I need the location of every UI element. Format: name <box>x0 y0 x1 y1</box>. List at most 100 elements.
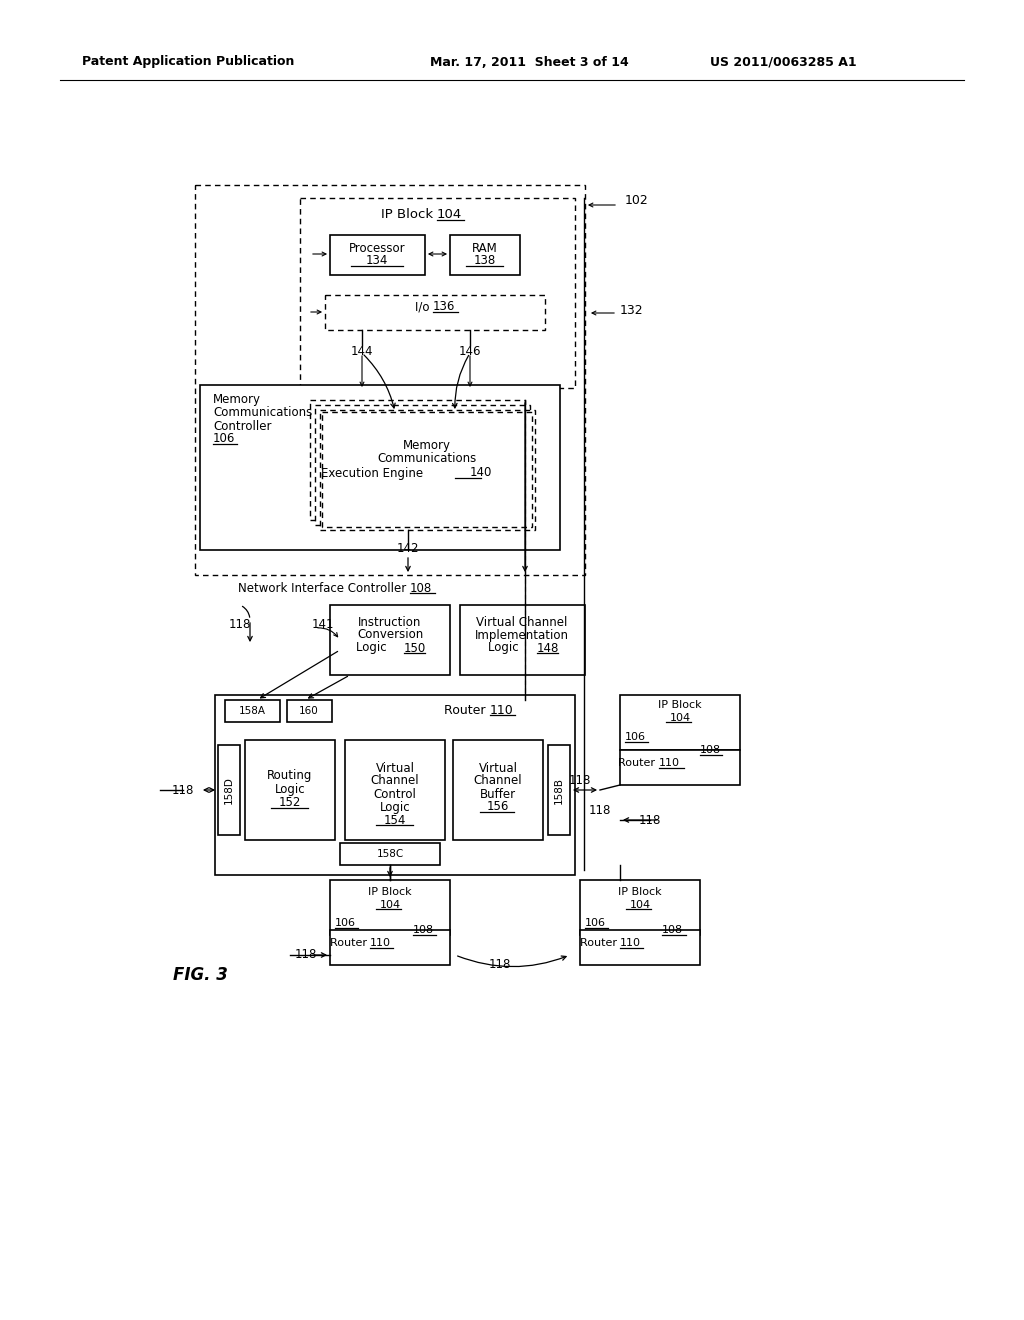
FancyBboxPatch shape <box>225 700 280 722</box>
Text: 118: 118 <box>295 949 317 961</box>
FancyBboxPatch shape <box>195 185 585 576</box>
Text: 104: 104 <box>670 713 690 723</box>
FancyBboxPatch shape <box>310 400 525 520</box>
Text: Patent Application Publication: Patent Application Publication <box>82 55 294 69</box>
Text: 118: 118 <box>488 958 511 972</box>
Text: 152: 152 <box>279 796 301 809</box>
Text: RAM: RAM <box>472 242 498 255</box>
FancyBboxPatch shape <box>340 843 440 865</box>
Text: 150: 150 <box>404 642 426 655</box>
Text: 154: 154 <box>384 813 407 826</box>
FancyBboxPatch shape <box>548 744 570 836</box>
FancyBboxPatch shape <box>330 931 450 965</box>
Text: Buffer: Buffer <box>480 788 516 800</box>
Text: Router: Router <box>580 939 620 948</box>
Text: Instruction: Instruction <box>358 615 422 628</box>
Text: 132: 132 <box>620 304 644 317</box>
Text: 110: 110 <box>620 939 641 948</box>
Text: 138: 138 <box>474 255 496 268</box>
Text: Communications: Communications <box>378 453 476 466</box>
Text: I/o: I/o <box>415 301 433 314</box>
Text: 158C: 158C <box>377 849 403 859</box>
Text: 104: 104 <box>437 209 462 222</box>
Text: 156: 156 <box>486 800 509 813</box>
FancyBboxPatch shape <box>325 294 545 330</box>
Text: 158B: 158B <box>554 776 564 804</box>
Text: 108: 108 <box>410 582 432 594</box>
Text: 108: 108 <box>413 925 434 935</box>
FancyBboxPatch shape <box>453 741 543 840</box>
Text: 108: 108 <box>700 744 721 755</box>
Text: 106: 106 <box>213 433 236 446</box>
Text: 118: 118 <box>228 619 251 631</box>
Text: Network Interface Controller: Network Interface Controller <box>238 582 410 594</box>
Text: Logic: Logic <box>487 642 522 655</box>
FancyBboxPatch shape <box>330 605 450 675</box>
Text: IP Block: IP Block <box>369 887 412 898</box>
Text: FIG. 3: FIG. 3 <box>173 966 227 983</box>
Text: 108: 108 <box>662 925 683 935</box>
Text: 106: 106 <box>585 917 606 928</box>
FancyBboxPatch shape <box>300 198 575 388</box>
FancyBboxPatch shape <box>620 696 740 750</box>
FancyBboxPatch shape <box>315 405 530 525</box>
Text: 136: 136 <box>433 301 456 314</box>
Text: IP Block: IP Block <box>381 209 437 222</box>
Text: IP Block: IP Block <box>658 700 701 710</box>
Text: Router: Router <box>444 704 490 717</box>
Text: 118: 118 <box>568 774 591 787</box>
Text: Router: Router <box>618 758 659 768</box>
FancyBboxPatch shape <box>287 700 332 722</box>
FancyBboxPatch shape <box>620 750 740 785</box>
Text: 118: 118 <box>172 784 195 796</box>
Text: IP Block: IP Block <box>618 887 662 898</box>
Text: 104: 104 <box>380 900 400 909</box>
Text: Channel: Channel <box>371 775 419 788</box>
Text: 158D: 158D <box>224 776 234 804</box>
Text: Conversion: Conversion <box>357 628 423 642</box>
Text: Logic: Logic <box>355 642 390 655</box>
Text: 104: 104 <box>630 900 650 909</box>
Text: 141: 141 <box>312 619 335 631</box>
FancyBboxPatch shape <box>322 412 532 527</box>
Text: US 2011/0063285 A1: US 2011/0063285 A1 <box>710 55 857 69</box>
Text: 118: 118 <box>589 804 611 817</box>
Text: Memory: Memory <box>213 393 261 407</box>
FancyBboxPatch shape <box>330 235 425 275</box>
Text: Logic: Logic <box>274 783 305 796</box>
Text: 110: 110 <box>659 758 680 768</box>
Text: 110: 110 <box>490 704 514 717</box>
Text: 110: 110 <box>370 939 391 948</box>
FancyBboxPatch shape <box>215 696 575 875</box>
Text: Channel: Channel <box>474 775 522 788</box>
Text: 160: 160 <box>299 706 318 715</box>
Text: 106: 106 <box>335 917 356 928</box>
Text: Processor: Processor <box>349 242 406 255</box>
Text: Logic: Logic <box>380 800 411 813</box>
Text: 134: 134 <box>366 255 388 268</box>
Text: 118: 118 <box>639 813 662 826</box>
Text: 102: 102 <box>625 194 649 206</box>
Text: 148: 148 <box>537 642 559 655</box>
FancyBboxPatch shape <box>580 931 700 965</box>
FancyBboxPatch shape <box>245 741 335 840</box>
Text: Routing: Routing <box>267 768 312 781</box>
Text: Mar. 17, 2011  Sheet 3 of 14: Mar. 17, 2011 Sheet 3 of 14 <box>430 55 629 69</box>
Text: 146: 146 <box>459 345 481 358</box>
Text: 142: 142 <box>396 541 419 554</box>
FancyBboxPatch shape <box>460 605 585 675</box>
Text: Router: Router <box>330 939 370 948</box>
FancyBboxPatch shape <box>200 385 560 550</box>
FancyBboxPatch shape <box>580 880 700 935</box>
Text: Execution Engine: Execution Engine <box>322 466 427 479</box>
Text: Virtual: Virtual <box>478 762 517 775</box>
FancyBboxPatch shape <box>319 411 535 531</box>
Text: Virtual: Virtual <box>376 762 415 775</box>
FancyBboxPatch shape <box>345 741 445 840</box>
Text: 144: 144 <box>351 345 374 358</box>
FancyBboxPatch shape <box>450 235 520 275</box>
Text: 106: 106 <box>625 733 646 742</box>
Text: Implementation: Implementation <box>475 628 569 642</box>
Text: 158A: 158A <box>239 706 265 715</box>
Text: Control: Control <box>374 788 417 800</box>
